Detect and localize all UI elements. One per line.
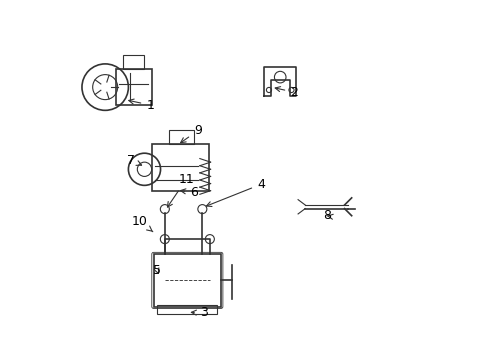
Bar: [157, 305, 217, 314]
Bar: [153, 254, 221, 307]
Text: 3: 3: [191, 306, 207, 319]
Bar: [116, 69, 151, 105]
Text: 9: 9: [180, 124, 201, 143]
Text: 2: 2: [275, 86, 298, 99]
Text: 1: 1: [128, 99, 154, 112]
Text: 8: 8: [323, 209, 332, 222]
Bar: [169, 130, 194, 144]
Text: 7: 7: [127, 154, 142, 167]
Text: 10: 10: [132, 215, 153, 232]
Text: 11: 11: [167, 173, 194, 207]
Text: 6: 6: [180, 186, 198, 199]
Text: 4: 4: [206, 178, 264, 207]
Text: 5: 5: [153, 264, 161, 276]
Bar: [123, 55, 144, 69]
Bar: [151, 144, 208, 191]
